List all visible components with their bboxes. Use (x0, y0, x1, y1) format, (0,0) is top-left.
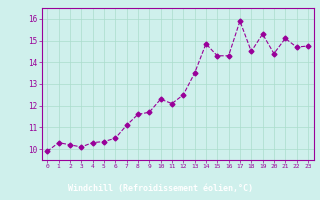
Text: Windchill (Refroidissement éolien,°C): Windchill (Refroidissement éolien,°C) (68, 184, 252, 193)
